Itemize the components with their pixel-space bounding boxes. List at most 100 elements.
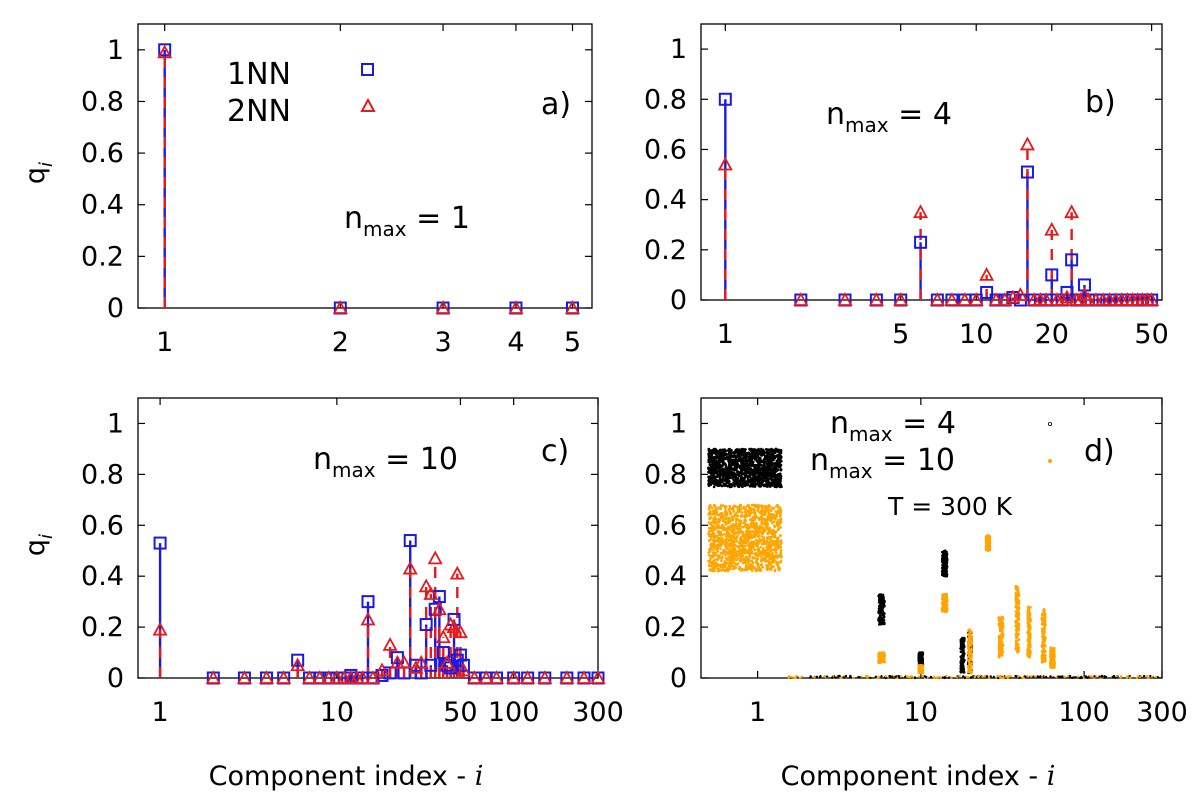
data-point-nmax4 <box>877 618 880 622</box>
data-point-nmax10 <box>712 521 715 524</box>
data-point-nmax10 <box>779 559 783 563</box>
data-point-nmax4 <box>756 467 760 470</box>
axes-frame <box>137 23 593 309</box>
data-point-nmax10 <box>729 537 733 540</box>
data-point-nmax4 <box>779 475 783 478</box>
data-point-nmax10 <box>1001 631 1004 634</box>
data-point-nmax10 <box>763 513 767 517</box>
data-point-nmax10 <box>759 545 762 549</box>
data-point-nmax4 <box>767 480 771 484</box>
data-point-nmax4 <box>745 457 748 460</box>
data-point-nmax4 <box>723 448 726 451</box>
data-point-nmax4 <box>727 476 730 479</box>
data-point-2nn <box>520 670 536 684</box>
data-point-nmax4 <box>758 480 761 483</box>
data-point-nmax10 <box>711 512 715 516</box>
data-point-nmax10 <box>754 514 758 517</box>
data-point-nmax10 <box>719 547 722 551</box>
data-point-nmax4 <box>708 478 712 482</box>
data-point-nmax10 <box>765 566 769 569</box>
cluster-nmax10 <box>707 503 783 573</box>
data-point-nmax10 <box>772 556 776 559</box>
legend-marker-2nn <box>360 97 376 112</box>
data-point-2nn <box>413 654 429 669</box>
data-point-nmax10 <box>721 514 725 518</box>
data-point-nmax4 <box>770 447 773 451</box>
data-point-nmax10 <box>716 544 720 547</box>
data-point-nmax10 <box>767 560 771 564</box>
data-point-nmax10 <box>724 553 727 557</box>
data-point-nmax10 <box>724 546 728 549</box>
data-point-nmax10 <box>969 664 972 667</box>
data-point-nmax10 <box>731 542 734 545</box>
data-point-nmax4 <box>737 455 740 459</box>
data-point-2nn <box>418 578 434 593</box>
data-point-nmax10 <box>724 509 727 512</box>
data-point-2nn <box>402 560 418 575</box>
data-point-nmax10 <box>780 555 783 559</box>
data-point-nmax4 <box>746 460 749 463</box>
data-point-nmax10 <box>761 508 764 511</box>
data-point-nmax4 <box>943 568 947 571</box>
data-point-nmax4 <box>751 457 754 460</box>
cluster-nmax4 <box>940 549 949 578</box>
data-point-2nn <box>452 624 468 639</box>
data-point-nmax4 <box>779 473 782 476</box>
data-point-nmax10 <box>737 553 740 557</box>
y-tick-label: 0.2 <box>81 612 124 643</box>
data-point-nmax10 <box>778 534 782 537</box>
data-point-nmax10 <box>760 522 764 526</box>
data-point-nmax10 <box>776 503 779 507</box>
y-tick-label: 0.4 <box>644 561 687 592</box>
data-point-nmax10 <box>878 657 881 660</box>
data-point-nmax10 <box>709 526 713 530</box>
data-point-nmax4 <box>945 564 948 567</box>
data-point-nmax10 <box>765 536 769 539</box>
data-point-nmax10 <box>732 565 735 568</box>
data-point-1nn <box>361 595 375 609</box>
data-point-nmax10 <box>1017 607 1020 611</box>
data-point-nmax10 <box>760 513 764 516</box>
data-point-nmax4 <box>945 550 948 554</box>
data-point-nmax4 <box>749 461 752 464</box>
data-point-nmax10 <box>761 557 765 560</box>
data-point-nmax10 <box>726 529 729 533</box>
data-point-nmax4 <box>721 462 725 466</box>
data-point-nmax10 <box>756 555 760 558</box>
data-point-nmax10 <box>714 512 718 515</box>
data-point-nmax4 <box>721 467 724 471</box>
data-point-nmax10 <box>968 669 972 672</box>
data-point-nmax10 <box>720 559 723 563</box>
data-point-nmax4 <box>735 479 739 482</box>
data-point-nmax10 <box>762 517 765 520</box>
data-point-nmax10 <box>719 534 722 537</box>
data-point-nmax4 <box>732 458 735 462</box>
data-point-2nn <box>355 670 371 684</box>
data-point-nmax10 <box>732 508 735 511</box>
data-point-nmax10 <box>988 542 991 546</box>
data-point-nmax10 <box>766 506 769 509</box>
data-point-nmax10 <box>748 508 751 511</box>
data-point-nmax10 <box>986 547 989 550</box>
data-point-nmax4 <box>746 451 750 455</box>
panel-c: c) nmax = 10 00.20.40.60.811 10 50 100 300 <box>81 398 624 728</box>
data-point-nmax10 <box>748 554 752 557</box>
data-point-nmax10 <box>757 505 760 508</box>
data-point-nmax10 <box>719 512 722 515</box>
data-point-nmax4 <box>715 455 718 458</box>
data-point-nmax10 <box>728 526 731 529</box>
data-point-nmax4 <box>779 451 783 455</box>
data-point-nmax10 <box>987 540 991 543</box>
data-point-nmax10 <box>709 546 713 549</box>
data-point-2nn <box>290 657 306 672</box>
data-point-nmax4 <box>733 464 737 468</box>
data-point-2nn <box>446 619 462 633</box>
data-point-nmax4 <box>720 480 724 484</box>
data-point-nmax10 <box>743 516 747 519</box>
cluster-nmax10 <box>1014 585 1021 654</box>
data-point-nmax10 <box>738 537 742 541</box>
data-point-nmax10 <box>741 539 744 543</box>
data-point-nmax10 <box>777 540 780 543</box>
data-point-nmax10 <box>708 511 712 514</box>
